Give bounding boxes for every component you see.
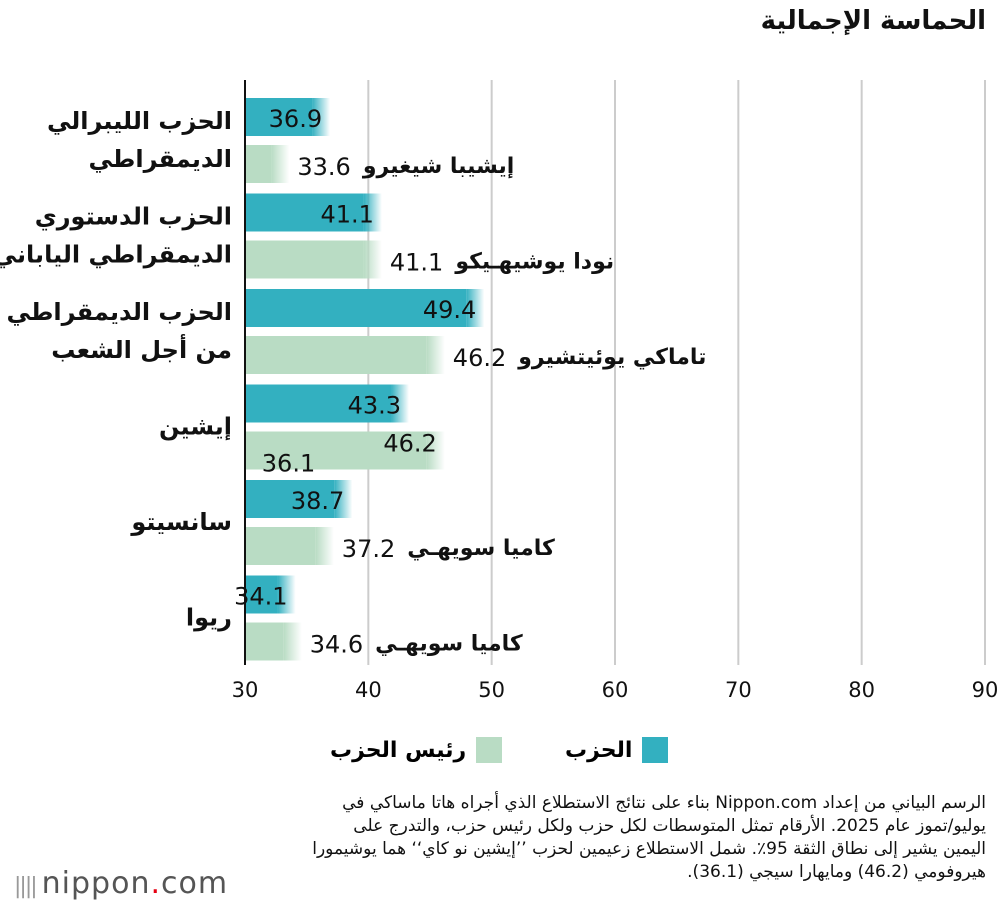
nippon-logo: |||| nippon.com xyxy=(14,866,228,905)
party-bar xyxy=(245,98,313,136)
legend-item-leader: رئيس الحزب xyxy=(330,737,503,763)
x-tick-label: 50 xyxy=(478,678,505,702)
legend-label-party: الحزب xyxy=(565,737,633,763)
leader-name-label: نودا يوشيهـيكو xyxy=(454,250,614,275)
party-name-label: إيشين xyxy=(159,413,232,441)
party-bar-fade xyxy=(277,575,296,614)
party-name-label: الحزب الديمقراطي xyxy=(7,298,232,326)
leader-value-label: 37.2 xyxy=(342,535,395,563)
leader-bar-fade xyxy=(426,336,445,374)
party-value-label: 41.1 xyxy=(320,201,373,229)
logo-suffix: com xyxy=(161,866,229,901)
party-bar xyxy=(245,480,335,518)
leader-value-label: 46.2 xyxy=(453,344,506,372)
party-name-label: ريوا xyxy=(186,604,232,632)
leader-value-label: 46.2 xyxy=(383,430,436,458)
party-bar-fade xyxy=(363,193,382,232)
x-tick-label: 40 xyxy=(355,678,382,702)
leader-bar-fade xyxy=(315,527,334,565)
x-tick-label: 80 xyxy=(848,678,875,702)
leader-name-label: تاماكي يوئيتشيرو xyxy=(517,345,706,370)
logo-bars-icon: |||| xyxy=(14,874,38,899)
legend-swatch-party xyxy=(642,737,669,763)
x-tick-label: 70 xyxy=(725,678,752,702)
leader-bar xyxy=(245,145,272,183)
leader-bar xyxy=(245,431,427,470)
party-bar-fade xyxy=(334,480,353,518)
leader-bar xyxy=(245,622,284,661)
party-bar xyxy=(245,193,364,232)
legend-item-party: الحزب xyxy=(565,737,669,763)
party-value-label: 43.3 xyxy=(348,392,401,420)
logo-text: nippon xyxy=(41,866,151,901)
party-bar-fade xyxy=(391,384,410,423)
leader-bar-fade xyxy=(283,622,302,661)
party-bar xyxy=(245,289,467,327)
legend-label-leader: رئيس الحزب xyxy=(330,737,467,763)
leader-value-label: 34.6 xyxy=(310,631,363,659)
leader-value-label: 33.6 xyxy=(297,153,350,181)
party-name-label: الديمقراطي xyxy=(88,145,232,173)
party-name-label: الحزب الدستوري xyxy=(35,203,232,231)
leader-name-label: كاميا سويهـي xyxy=(375,632,523,657)
chart-title: الحماسة الإجمالية xyxy=(760,6,986,36)
logo-dot: . xyxy=(150,866,162,901)
party-value-label: 34.1 xyxy=(234,583,287,611)
bar-chart: 30 40 50 60 70 80 90 36.9 الحزب الليبرالي الديمقر… xyxy=(0,80,999,702)
leader-value-label: 36.1 xyxy=(262,450,315,478)
leader-name-label: إيشيبا شيغيرو xyxy=(362,154,514,179)
leader-name-label: كاميا سويهـي xyxy=(407,536,555,561)
leader-bar xyxy=(245,527,316,565)
leader-bar-fade xyxy=(426,431,445,470)
leader-bar-fade xyxy=(271,145,290,183)
party-name-label: سانسيتو xyxy=(130,508,232,536)
x-tick-label: 90 xyxy=(972,678,999,702)
party-bar-fade xyxy=(312,98,331,136)
x-tick-label: 30 xyxy=(232,678,259,702)
party-value-label: 49.4 xyxy=(423,296,476,324)
legend-swatch-leader xyxy=(476,737,503,763)
x-tick-label: 60 xyxy=(602,678,629,702)
party-bar xyxy=(245,384,392,423)
party-name-label: الحزب الليبرالي xyxy=(47,107,232,135)
leader-bar-fade xyxy=(363,240,382,279)
party-bar-fade xyxy=(466,289,485,327)
party-name-label: الديمقراطي الياباني xyxy=(0,241,232,269)
party-name-label: من أجل الشعب xyxy=(51,334,232,364)
leader-value-label: 41.1 xyxy=(390,249,443,277)
footer-note: الرسم البياني من إعداد Nippon.com بناء ع… xyxy=(312,793,986,882)
leader-bar xyxy=(245,336,427,374)
leader-bar xyxy=(245,240,364,279)
party-value-label: 38.7 xyxy=(291,487,344,515)
party-bar xyxy=(245,575,278,614)
party-value-label: 36.9 xyxy=(269,105,322,133)
